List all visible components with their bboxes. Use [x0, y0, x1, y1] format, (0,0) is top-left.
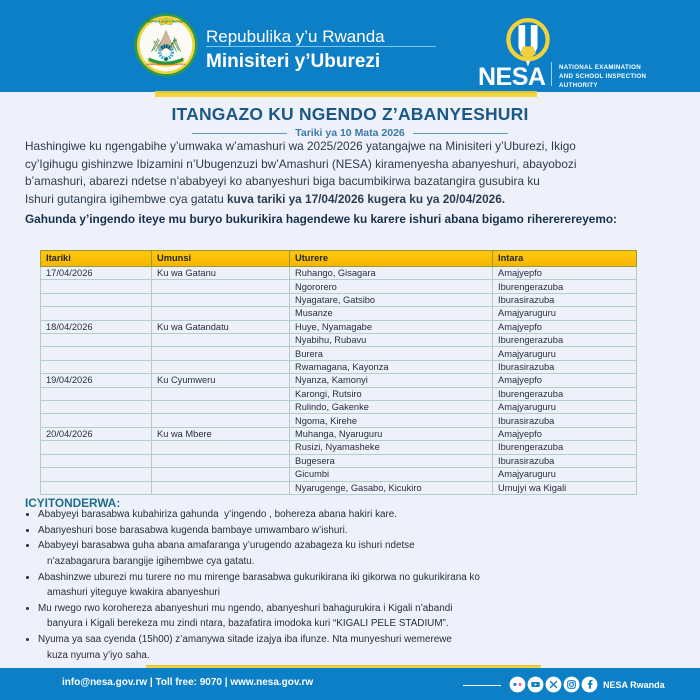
svg-text:UBUMWE, UMURIMO, GUKUNDA IGIHU: UBUMWE, UMURIMO, GUKUNDA IGIHUGU — [146, 63, 186, 66]
svg-text:REPUBULIKA Y'U RWANDA: REPUBULIKA Y'U RWANDA — [147, 20, 184, 24]
